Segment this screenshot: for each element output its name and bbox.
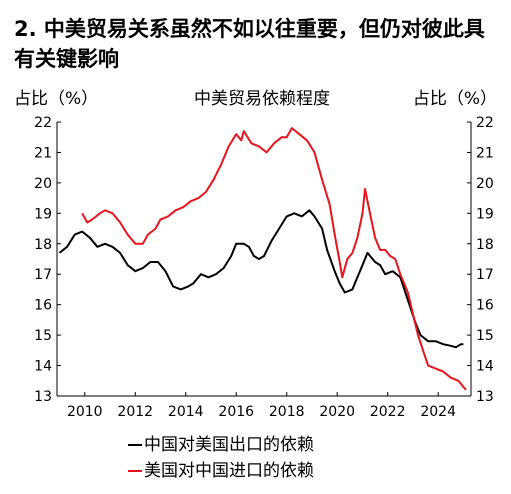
x-tick-label: 2014: [168, 404, 204, 420]
y-tick-label-left: 17: [34, 267, 52, 283]
y-tick-label-right: 16: [476, 298, 494, 314]
y-tick-label-right: 22: [476, 115, 494, 131]
y-tick-label-right: 18: [476, 237, 494, 253]
y-tick-label-left: 19: [34, 206, 52, 222]
y-tick-label-left: 20: [34, 176, 52, 192]
series-line-us-imports: [81, 127, 467, 391]
series-layer: [58, 127, 467, 391]
y-tick-label-right: 14: [476, 359, 494, 375]
x-tick-label: 2024: [420, 404, 456, 420]
chart-title: 中美贸易依赖程度: [194, 89, 330, 109]
legend-label: 中国对美国出口的依赖: [144, 435, 314, 455]
y-tick-label-right: 20: [476, 176, 494, 192]
x-tick-label: 2018: [269, 404, 305, 420]
y-tick-label-right: 13: [476, 389, 494, 405]
y-tick-label-left: 21: [34, 145, 52, 161]
y-axis-label-right: 占比（%）: [413, 89, 497, 109]
series-line-china-exports: [58, 209, 464, 349]
y-tick-label-left: 14: [34, 359, 52, 375]
legend: 中国对美国出口的依赖 美国对中国进口的依赖: [128, 432, 314, 484]
heading: 2. 中美贸易关系虽然不如以往重要，但仍对彼此具有关键影响: [14, 17, 485, 71]
legend-label: 美国对中国进口的依赖: [144, 461, 314, 481]
y-axis-label-left: 占比（%）: [14, 89, 98, 109]
x-tick-label: 2022: [370, 404, 406, 420]
y-tick-label-right: 15: [476, 328, 494, 344]
y-tick-label-left: 13: [34, 389, 52, 405]
x-tick-label: 2010: [67, 404, 103, 420]
y-tick-label-left: 22: [34, 115, 52, 131]
y-tick-label-right: 19: [476, 206, 494, 222]
y-tick-label-right: 17: [476, 267, 494, 283]
legend-entry-us-imports: 美国对中国进口的依赖: [128, 458, 314, 484]
legend-swatch-black: [128, 444, 142, 446]
x-tick-label: 2012: [117, 404, 153, 420]
x-tick-label: 2016: [218, 404, 254, 420]
y-tick-label-left: 15: [34, 328, 52, 344]
legend-swatch-red: [128, 470, 142, 472]
x-tick-label: 2020: [319, 404, 355, 420]
y-tick-label-left: 16: [34, 298, 52, 314]
legend-entry-china-exports: 中国对美国出口的依赖: [128, 432, 314, 458]
y-tick-label-right: 21: [476, 145, 494, 161]
y-tick-label-left: 18: [34, 237, 52, 253]
